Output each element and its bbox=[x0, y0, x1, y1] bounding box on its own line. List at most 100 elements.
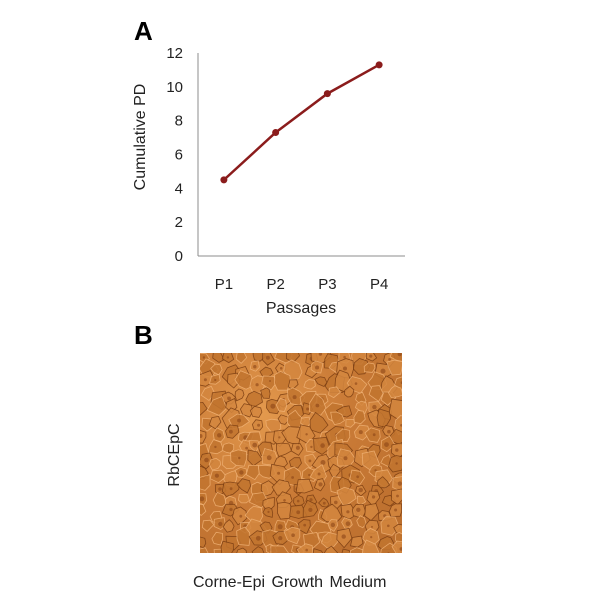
cell-nucleus bbox=[200, 496, 205, 502]
cell-nucleus bbox=[277, 524, 283, 530]
x-tick-label: P3 bbox=[318, 276, 336, 293]
cell-nucleus bbox=[345, 521, 351, 526]
cell bbox=[265, 418, 282, 433]
cell-nucleus bbox=[214, 378, 217, 382]
cell-nucleus bbox=[371, 525, 373, 528]
cell bbox=[201, 519, 215, 532]
chart-axes bbox=[197, 53, 405, 257]
cell bbox=[235, 353, 248, 364]
y-axis-title: Cumulative PD bbox=[132, 84, 149, 191]
cell bbox=[394, 376, 402, 391]
cell-nucleus bbox=[308, 473, 311, 477]
cell bbox=[314, 376, 328, 387]
cell-nucleus bbox=[229, 487, 233, 491]
cell bbox=[386, 359, 402, 376]
y-tick-label: 0 bbox=[175, 248, 183, 265]
cell bbox=[312, 548, 324, 553]
cell bbox=[276, 501, 294, 520]
cell-texture bbox=[200, 353, 402, 553]
cell bbox=[368, 385, 384, 402]
cell bbox=[211, 531, 223, 546]
y-tick-label: 12 bbox=[166, 45, 183, 62]
chart-series bbox=[220, 61, 383, 184]
cell bbox=[321, 532, 339, 549]
cell bbox=[212, 353, 225, 363]
cell bbox=[239, 403, 254, 418]
y-tick-labels: 0 2 4 6 8 10 12 bbox=[166, 45, 183, 265]
cell-nucleus bbox=[295, 445, 300, 450]
data-point bbox=[220, 176, 228, 184]
cell-nucleus bbox=[318, 353, 323, 356]
cell bbox=[274, 371, 292, 391]
cell bbox=[350, 535, 364, 548]
cell-nucleus bbox=[305, 548, 308, 552]
cell-nucleus bbox=[400, 424, 402, 427]
cell-nucleus bbox=[358, 430, 363, 435]
cell-nucleus bbox=[238, 456, 241, 460]
cell bbox=[206, 395, 228, 416]
cell-nucleus bbox=[229, 429, 233, 434]
cell bbox=[249, 405, 263, 418]
cell bbox=[296, 543, 314, 553]
cell-nucleus bbox=[296, 510, 301, 515]
cell bbox=[208, 415, 222, 430]
cell-nucleus bbox=[237, 418, 241, 423]
x-tick-label: P1 bbox=[215, 276, 233, 293]
cell bbox=[303, 379, 316, 390]
cell bbox=[353, 409, 366, 425]
cell-nucleus bbox=[279, 367, 283, 370]
cell-nucleus bbox=[265, 355, 270, 360]
cell bbox=[234, 388, 245, 402]
panel-a-label: A bbox=[134, 16, 153, 46]
y-tick-label: 8 bbox=[175, 113, 183, 130]
cell-nucleus bbox=[214, 445, 217, 449]
cell-nucleus bbox=[384, 442, 389, 447]
cell-nucleus bbox=[303, 523, 307, 527]
cell-nucleus bbox=[334, 500, 338, 505]
cell-nucleus bbox=[358, 487, 363, 493]
cell-nucleus bbox=[308, 459, 312, 463]
cell-nucleus bbox=[315, 403, 320, 408]
cell bbox=[200, 474, 211, 491]
data-point bbox=[375, 61, 383, 69]
cell bbox=[361, 539, 380, 553]
cell-nucleus bbox=[239, 514, 243, 518]
cell-nucleus bbox=[341, 534, 346, 539]
cell-nucleus bbox=[217, 433, 222, 438]
cell-nucleus bbox=[202, 356, 206, 359]
cell-nucleus bbox=[394, 508, 398, 512]
series-line bbox=[223, 63, 380, 181]
cell bbox=[330, 411, 345, 426]
cell-nucleus bbox=[346, 510, 350, 514]
cell bbox=[200, 547, 209, 553]
cell-nucleus bbox=[229, 507, 233, 512]
y-tick-label: 6 bbox=[175, 147, 183, 164]
cell-nucleus bbox=[305, 433, 308, 436]
cell bbox=[276, 442, 293, 458]
cell bbox=[245, 390, 263, 407]
cell bbox=[335, 428, 351, 443]
cell-nucleus bbox=[283, 499, 286, 502]
cell bbox=[323, 545, 339, 553]
cell-nucleus bbox=[387, 429, 391, 434]
cell bbox=[388, 455, 402, 473]
cell-nucleus bbox=[203, 378, 207, 382]
cell-nucleus bbox=[309, 498, 313, 502]
cell bbox=[260, 387, 271, 399]
y-tick-label: 2 bbox=[175, 214, 183, 231]
cell-nucleus bbox=[278, 436, 281, 439]
cell-nucleus bbox=[255, 535, 261, 541]
cell-nucleus bbox=[239, 470, 244, 475]
cell-nucleus bbox=[322, 501, 326, 505]
cell-nucleus bbox=[277, 471, 281, 475]
cell bbox=[200, 385, 216, 402]
cell-nucleus bbox=[315, 365, 320, 370]
cell bbox=[345, 419, 356, 428]
cell-nucleus bbox=[200, 434, 203, 438]
cell bbox=[275, 398, 288, 412]
growth-medium-label: Corne-Epi Growth Medium bbox=[193, 574, 387, 591]
cell-nucleus bbox=[371, 495, 376, 499]
cell bbox=[208, 457, 222, 471]
cell-nucleus bbox=[369, 354, 373, 358]
cell bbox=[260, 480, 276, 497]
